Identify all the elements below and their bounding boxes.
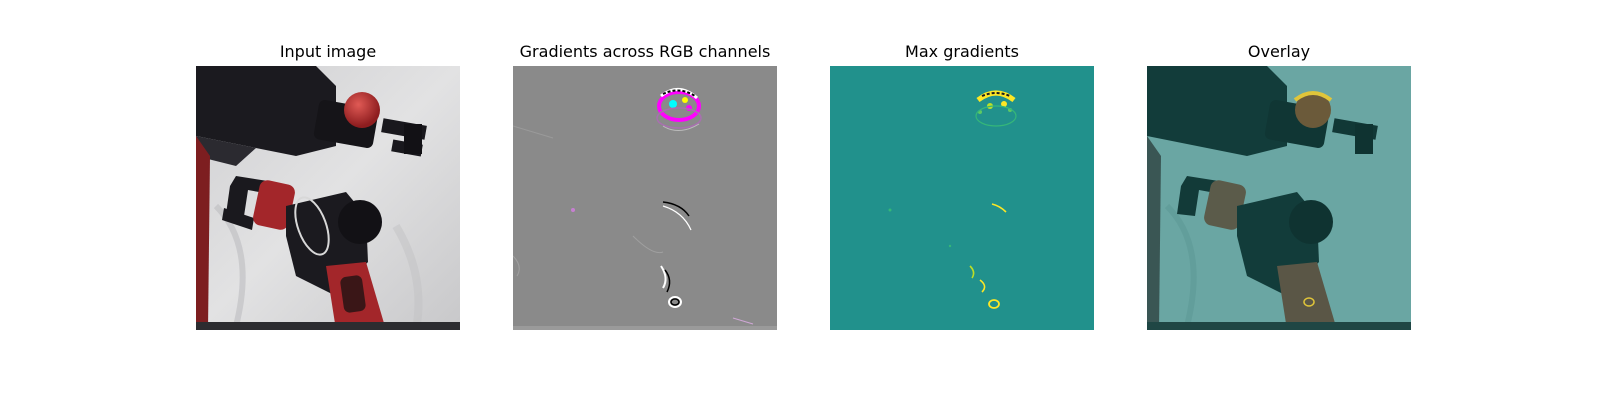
panel-input-image: Input image <box>196 0 460 400</box>
upper-gripper-claw <box>404 124 422 154</box>
input-image <box>196 66 460 330</box>
gradient-edge <box>732 317 754 325</box>
max-gradient-ring <box>988 299 1000 309</box>
lower-wrist-red <box>253 180 295 230</box>
gradient-spot <box>571 208 575 212</box>
max-gradient-spot <box>948 244 952 248</box>
panel-title-gradients-rgb: Gradients across RGB channels <box>519 42 771 61</box>
panel-title-input-image: Input image <box>279 42 377 61</box>
upper-arm-body <box>196 66 336 156</box>
max-gradients-image <box>830 66 1094 330</box>
lower-red-link-panel <box>340 275 366 313</box>
panel-title-overlay: Overlay <box>1247 42 1311 61</box>
gradient-bottom-strip <box>513 326 777 330</box>
overlay-ball-gradient <box>1293 91 1333 102</box>
lower-arm-cap <box>338 200 382 244</box>
gradient-ring <box>670 298 680 306</box>
ball-max-gradient-region <box>975 90 1017 127</box>
wall-fold <box>392 223 423 330</box>
gradient-edge <box>513 125 554 139</box>
max-gradient-background <box>830 66 1094 330</box>
max-gradient-edge <box>991 203 1007 213</box>
overlay-upper-gripper-claw <box>1355 124 1373 154</box>
panel-overlay: Overlay <box>1147 0 1411 400</box>
max-gradient-edge <box>979 279 986 293</box>
panel-max-gradients: Max gradients <box>830 0 1094 400</box>
lower-arm-ring <box>294 196 330 256</box>
gradient-edge <box>664 269 671 293</box>
overlay-upper-arm-body <box>1147 66 1287 156</box>
overlay-image <box>1147 66 1411 330</box>
gradient-edge <box>660 265 667 289</box>
panel-title-max-gradients: Max gradients <box>905 42 1019 61</box>
gradient-edge <box>513 255 520 277</box>
max-gradient-edge <box>969 265 975 279</box>
upper-arm-sleeve <box>196 136 256 166</box>
ball-gradient-region <box>656 88 702 131</box>
gradient-edge <box>662 201 690 217</box>
lower-gripper-finger <box>222 208 254 230</box>
overlay-red-ball <box>1295 92 1331 128</box>
gradient-edge <box>632 235 664 254</box>
panel-gradients-rgb: Gradients across RGB channels <box>513 0 777 400</box>
overlay-wall-fold <box>1164 203 1197 327</box>
gradient-background <box>513 66 777 330</box>
floor-strip <box>196 322 460 330</box>
overlay-floor-strip <box>1147 322 1411 330</box>
max-gradient-spot <box>888 208 892 212</box>
overlay-lower-wrist <box>1204 180 1246 230</box>
overlay-lower-arm-cap <box>1289 200 1333 244</box>
left-red-link <box>196 136 210 330</box>
overlay-gradient-ring <box>1303 297 1315 307</box>
gradient-ring <box>668 296 682 308</box>
red-ball <box>344 92 380 128</box>
overlay-left-red-link <box>1147 136 1161 330</box>
gradients-rgb-image <box>513 66 777 330</box>
gradient-edge <box>662 205 692 231</box>
overlay-lower-red-link <box>1277 262 1337 330</box>
